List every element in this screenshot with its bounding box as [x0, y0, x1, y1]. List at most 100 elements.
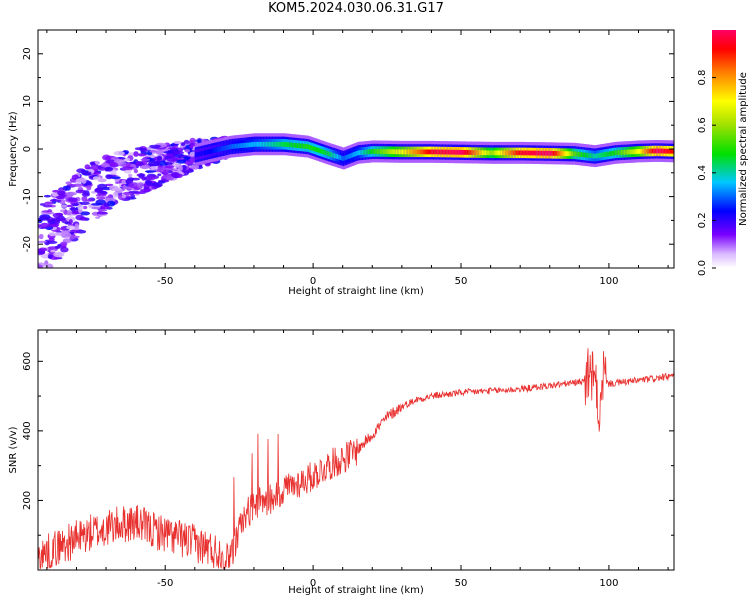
spectrogram-blob [175, 151, 185, 155]
spectrogram-ridge-cell [650, 148, 653, 154]
spectrogram-ridge-cell [647, 148, 650, 154]
spectrogram-blob [57, 190, 66, 196]
spectrogram-ridge-cell [228, 144, 231, 150]
spectrogram-ridge-cell [382, 149, 385, 154]
spectrogram-ridge-cell [341, 155, 344, 161]
spectrogram-blob [145, 180, 152, 186]
spectrogram-ridge-cell [348, 153, 351, 159]
spectrogram-ridge-cell [259, 141, 262, 147]
snr-x-axis-label: Height of straight line (km) [288, 585, 424, 596]
spectrogram-ridge-cell [619, 150, 622, 155]
snr-x-tick-label: 0 [310, 578, 316, 589]
spectrogram-blob [65, 185, 71, 191]
spectrogram-blob [109, 176, 121, 180]
spectrogram-ridge-cell [577, 151, 580, 157]
spectrogram-blob [79, 211, 91, 216]
spectrogram-ridge-cell [517, 150, 520, 156]
spectrogram-blob [75, 214, 84, 221]
spectrogram-ridge-cell [496, 150, 499, 156]
spectrogram-ridge-cell [521, 150, 524, 156]
spectrogram-blob [121, 167, 133, 171]
spectrogram-ridge-cell [532, 150, 535, 156]
spectrogram-blob [137, 153, 146, 157]
spectrogram-ridge-cell [450, 149, 453, 155]
spectrogram-blob [96, 196, 106, 200]
spectrogram-ridge-cell [319, 148, 322, 154]
spectrogram-ridge-cell [267, 141, 270, 147]
spectrogram-ridge-cell [246, 142, 249, 148]
spectrogram-marks [38, 133, 674, 268]
spectrogram-blob [46, 212, 55, 215]
spectrogram-blob [38, 216, 50, 221]
spectrogram-ridge-cell [564, 151, 567, 156]
spectrogram-ridge-cell [242, 143, 245, 148]
spectrogram-ridge-cell [338, 154, 341, 160]
spectrogram-ridge-cell [388, 149, 391, 155]
spectrogram-ridge-cell [316, 147, 319, 153]
spectrogram-ridge-cell [276, 141, 279, 147]
spectrogram-blob [43, 194, 51, 198]
spectrogram-blob [105, 166, 114, 172]
spectrogram-x-axis-label: Height of straight line (km) [288, 286, 424, 297]
spectrogram-ridge-cell [225, 145, 228, 151]
spectrogram-blob [39, 233, 44, 240]
spectrogram-blob [53, 251, 65, 258]
spectrogram-blob [95, 216, 100, 219]
spectrogram-blob [74, 223, 80, 230]
spectrogram-ridge-cell [603, 152, 606, 158]
spectrogram-ridge-cell [570, 151, 573, 157]
spectrogram-blob [135, 161, 144, 166]
spectrogram-ridge-cell [583, 152, 586, 158]
spectrogram-blob [44, 260, 49, 265]
spectrogram-ridge-cell [617, 150, 620, 155]
spectrogram-blob [59, 241, 68, 246]
spectrogram-blob [152, 182, 163, 188]
spectrogram-ridge-cell [645, 148, 648, 154]
spectrogram-ridge-cell [597, 153, 600, 159]
spectrogram-ridge-cell [600, 152, 603, 158]
spectrogram-blob [48, 232, 57, 237]
spectrogram-ridge-cell [298, 143, 301, 149]
spectrogram-blob [60, 209, 65, 213]
spectrogram-ridge-cell [288, 142, 291, 148]
spectrogram-ridge-cell [255, 141, 258, 147]
spectrogram-x-tick-label: 50 [455, 276, 468, 287]
spectrogram-blob [167, 170, 173, 174]
spectrogram-ridge-cell [669, 148, 672, 154]
spectrogram-ridge-cell [221, 146, 224, 152]
spectrogram-y-tick-label: -10 [22, 188, 33, 204]
spectrogram-ridge-cell [403, 149, 406, 155]
spectrogram-blob [43, 204, 53, 208]
spectrogram-blob [75, 189, 87, 194]
spectrogram-ridge-cell [376, 149, 379, 154]
spectrogram-blob [97, 183, 108, 190]
spectrogram-ridge-cell [406, 149, 409, 155]
spectrogram-ridge-cell [573, 151, 576, 157]
spectrogram-ridge-cell [574, 151, 577, 157]
spectrogram-ridge-cell [651, 148, 654, 154]
spectrogram-ridge-cell [415, 149, 418, 155]
snr-y-tick-label: 200 [22, 491, 33, 510]
spectrogram-ridge-cell [413, 149, 416, 155]
spectrogram-ridge-cell [277, 141, 280, 147]
spectrogram-ridge-cell [197, 151, 200, 157]
spectrogram-ridge-cell [418, 149, 421, 155]
spectrogram-ridge-cell [592, 153, 595, 159]
spectrogram-ridge-cell [580, 152, 583, 157]
spectrogram-ridge-cell [551, 150, 554, 156]
spectrogram-ridge-cell [435, 149, 438, 155]
spectrogram-ridge-cell [372, 149, 375, 154]
spectrogram-ridge-cell [662, 148, 665, 154]
spectrogram-blob [140, 158, 151, 162]
spectrogram-blob [61, 204, 68, 208]
snr-marks [38, 348, 674, 570]
spectrogram-ridge-cell [194, 152, 197, 158]
spectrogram-ridge-cell [211, 148, 214, 154]
spectrogram-ridge-cell [625, 149, 628, 155]
spectrogram-blob [52, 212, 63, 218]
spectrogram-blob [38, 247, 48, 252]
spectrogram-ridge-cell [336, 154, 339, 159]
spectrogram-ridge-cell [208, 149, 211, 155]
spectrogram-ridge-cell [444, 149, 447, 155]
